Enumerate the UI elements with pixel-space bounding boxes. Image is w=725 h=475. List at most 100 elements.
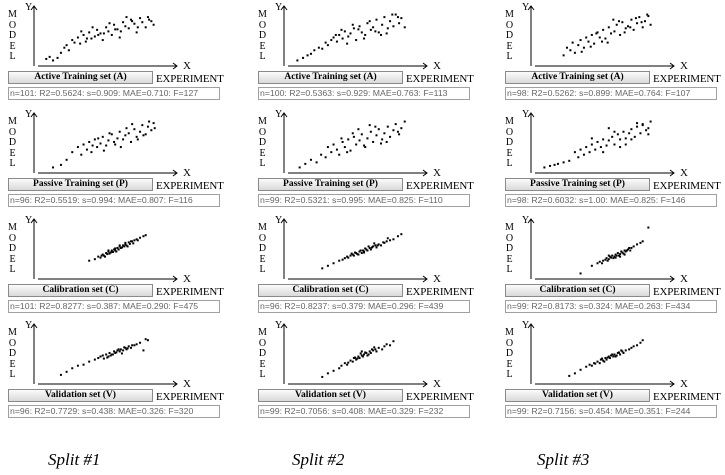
scatter-panel: M O D E L Y X EXPERIMENT Validation set (V) n… — [4, 320, 229, 422]
scatter-panel: M O D E L Y X EXPERIMENT Active Training set… — [501, 2, 725, 104]
data-point — [93, 35, 96, 38]
data-point — [370, 348, 373, 351]
data-point — [119, 348, 122, 351]
data-point — [354, 356, 357, 359]
data-point — [341, 140, 344, 143]
data-point — [125, 127, 128, 130]
data-point — [621, 21, 624, 24]
data-point — [65, 44, 68, 47]
scatter-panel: M O D E L Y X EXPERIMENT Calibration set (C)… — [254, 215, 479, 317]
data-point — [124, 243, 127, 246]
split-2-caption: Split #2 — [292, 450, 345, 469]
data-point — [133, 22, 136, 25]
split-1-caption: Split #1 — [48, 450, 101, 469]
data-point — [367, 353, 370, 356]
data-point — [347, 35, 350, 38]
data-point — [109, 354, 112, 357]
data-point — [313, 49, 316, 52]
x-axis-label: X — [680, 273, 688, 285]
data-point — [97, 255, 100, 258]
x-axis-title-experiment: EXPERIMENT — [653, 73, 721, 85]
data-point — [347, 138, 350, 141]
data-point — [80, 153, 83, 156]
set-button[interactable]: Passive Training set (P) — [505, 178, 650, 191]
data-point — [117, 248, 120, 251]
data-point — [355, 358, 358, 361]
data-point — [641, 124, 644, 127]
x-axis-label: X — [680, 167, 688, 179]
set-button[interactable]: Active Training set (A) — [258, 71, 403, 84]
data-point — [355, 39, 358, 42]
data-point — [105, 252, 108, 255]
y-axis-arrow — [280, 323, 288, 329]
data-point — [45, 57, 48, 60]
data-point — [368, 246, 371, 249]
data-point — [332, 36, 335, 39]
set-button[interactable]: Validation set (V) — [505, 389, 650, 402]
data-point — [131, 123, 134, 126]
data-point — [601, 40, 604, 43]
data-point — [122, 349, 125, 352]
data-point — [120, 352, 123, 355]
y-axis-arrow — [527, 218, 535, 224]
data-point — [133, 239, 136, 242]
set-button[interactable]: Passive Training set (P) — [258, 178, 403, 191]
data-point — [386, 237, 389, 240]
data-point — [125, 16, 128, 19]
set-button[interactable]: Active Training set (A) — [8, 71, 153, 84]
data-point — [607, 254, 610, 257]
y-axis-title-model: M O D E L — [505, 327, 514, 380]
data-point — [604, 258, 607, 261]
data-point — [630, 138, 633, 141]
data-point — [330, 151, 333, 154]
set-button[interactable]: Calibration set (C) — [258, 284, 403, 297]
data-point — [84, 40, 87, 43]
data-point — [91, 26, 94, 29]
data-point — [306, 54, 309, 57]
data-point — [108, 22, 111, 25]
data-point — [383, 16, 386, 19]
data-point — [603, 360, 606, 363]
y-axis-title-model: M O D E L — [258, 327, 267, 380]
data-point — [338, 367, 341, 370]
data-point — [99, 32, 102, 35]
y-axis-arrow — [30, 218, 38, 224]
set-button[interactable]: Validation set (V) — [258, 389, 403, 402]
data-point — [357, 253, 360, 256]
x-axis-arrow — [422, 169, 428, 177]
data-point — [76, 364, 79, 367]
data-point — [615, 254, 618, 257]
scatter-panel: M O D E L Y X EXPERIMENT Calibration set (C)… — [501, 215, 725, 317]
data-point — [649, 120, 652, 123]
data-point — [127, 241, 130, 244]
data-point — [363, 353, 366, 356]
data-point — [97, 33, 100, 36]
data-point — [543, 166, 546, 169]
data-point — [366, 249, 369, 252]
data-point — [150, 20, 153, 23]
data-point — [71, 367, 74, 370]
set-button[interactable]: Validation set (V) — [8, 389, 153, 402]
set-button[interactable]: Active Training set (A) — [505, 71, 650, 84]
data-point — [594, 362, 597, 365]
data-point — [358, 357, 361, 360]
scatter-plot — [527, 218, 675, 283]
data-point — [126, 347, 129, 350]
x-axis-label: X — [183, 273, 191, 285]
scatter-panel: M O D E L Y X EXPERIMENT Calibration set (C)… — [4, 215, 229, 317]
data-point — [391, 13, 394, 16]
stats-field: n=101: R2=0.5624: s=0.909: MAE=0.710: F=… — [8, 87, 220, 100]
set-button[interactable]: Calibration set (C) — [505, 284, 650, 297]
data-point — [119, 30, 122, 33]
x-axis-title-experiment: EXPERIMENT — [156, 286, 224, 298]
set-button[interactable]: Calibration set (C) — [8, 284, 153, 297]
data-point — [298, 166, 301, 169]
x-axis-label: X — [680, 60, 688, 72]
data-point — [622, 130, 625, 133]
set-button[interactable]: Passive Training set (P) — [8, 178, 153, 191]
data-point — [571, 41, 574, 44]
scatter-plot — [280, 5, 428, 70]
data-point — [632, 28, 635, 31]
y-axis-title-model: M O D E L — [505, 222, 514, 275]
y-axis-title-model: M O D E L — [8, 9, 17, 62]
